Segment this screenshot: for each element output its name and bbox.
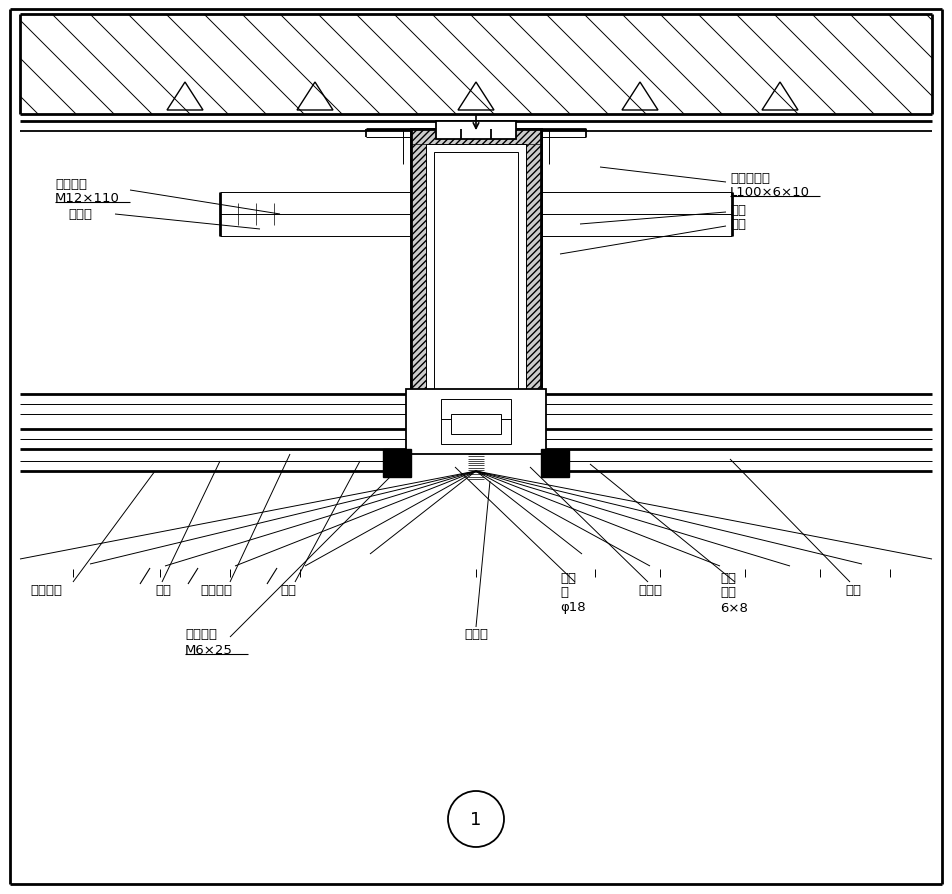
Bar [451,415,501,434]
Bar [541,450,569,477]
Bar [426,145,526,450]
Bar [411,130,426,450]
Text: 胶垫: 胶垫 [845,583,861,595]
Text: 玻璃副框: 玻璃副框 [200,583,232,595]
Bar [434,153,518,442]
Bar [383,450,411,477]
Bar [386,454,408,472]
Bar [526,130,541,450]
Text: 条: 条 [560,585,568,598]
Text: 双面: 双面 [720,571,736,584]
Bar [436,122,516,139]
Text: 结构胶: 结构胶 [638,583,662,595]
Bar [411,130,541,450]
Text: M12×110: M12×110 [55,191,120,204]
Text: 立柱钢角码: 立柱钢角码 [730,172,770,184]
Text: 立柱: 立柱 [730,217,746,231]
Bar [411,130,541,145]
Bar [544,454,566,472]
Text: 绝缘片: 绝缘片 [68,208,92,221]
Bar [406,390,546,454]
Text: 筒芯: 筒芯 [730,203,746,216]
Text: 胶贴: 胶贴 [720,585,736,598]
Text: L100×6×10: L100×6×10 [730,185,810,198]
Text: 泡沫: 泡沫 [560,571,576,584]
Text: 圆头螺钉: 圆头螺钉 [185,628,217,641]
Text: 6×8: 6×8 [720,601,748,614]
Bar [441,400,511,444]
Text: 镀锌螺栓: 镀锌螺栓 [55,178,87,191]
Text: φ18: φ18 [560,601,585,614]
Text: 横梁: 横梁 [155,583,171,595]
Text: 1: 1 [470,810,482,828]
Bar [411,130,541,450]
Bar [20,15,932,114]
Text: 中空玻璃: 中空玻璃 [30,583,62,595]
Text: 压板: 压板 [280,583,296,595]
Text: 耐候胶: 耐候胶 [464,628,488,641]
Text: M6×25: M6×25 [185,643,233,656]
